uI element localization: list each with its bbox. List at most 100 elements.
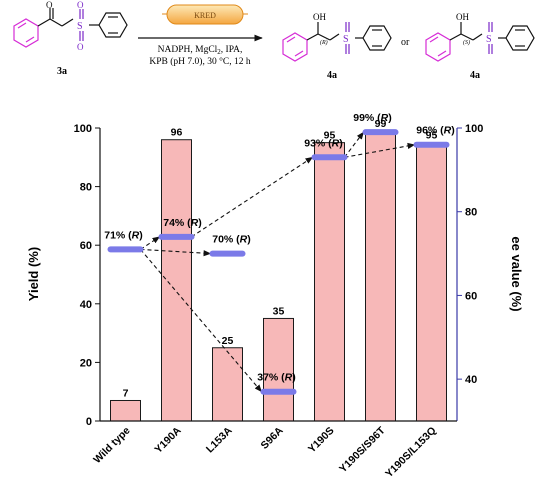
kred-label: KRED: [194, 11, 216, 20]
ee-label-value: 74% (: [163, 217, 191, 229]
product-s-stereo: (S): [463, 39, 470, 46]
kred-enzyme-badge: KRED: [162, 4, 248, 25]
x-tick-label: Wild type: [91, 425, 133, 467]
bar: [314, 142, 345, 422]
bar-value-label: 95: [426, 130, 438, 142]
bar-value-label: 95: [324, 130, 336, 142]
bar: [416, 142, 447, 422]
bar: [365, 130, 396, 422]
ee-label-close: ): [198, 217, 202, 229]
ee-label-value: 70% (: [212, 234, 240, 246]
bar-labels-layer: 7 96 25 35 95 99 95: [123, 118, 438, 400]
sulfone-o-top: O: [77, 0, 84, 10]
ee-label-close: ): [247, 234, 251, 246]
right-tick-label: 60: [465, 290, 477, 302]
bars-layer: [110, 130, 447, 422]
sulfone-o-bottom: O: [77, 42, 84, 52]
conditions-tail: , IPA,: [221, 45, 243, 55]
sulfone-s: S: [77, 21, 83, 32]
bar-value-label: 35: [273, 305, 285, 317]
bar-value-label: 99: [375, 118, 387, 130]
ee-value-label: 74% (R): [163, 217, 202, 229]
ee-value-label: 99% (R): [353, 112, 392, 124]
bar: [263, 317, 294, 422]
ee-label-config: R: [332, 137, 340, 149]
product-r-structure: [282, 22, 392, 62]
ee-markers-layer: [107, 129, 450, 395]
x-tick-label: Y190A: [152, 424, 183, 455]
or-text: or: [401, 37, 410, 48]
bar-value-label: 7: [123, 387, 129, 399]
left-tick-label: 60: [80, 240, 92, 252]
ee-trend-arrow: [344, 131, 364, 158]
x-tick-label: Y190S: [306, 425, 337, 456]
conditions-line-2: KPB (pH 7.0), 30 °C, 12 h: [149, 56, 250, 67]
product-r-oh: OH: [313, 12, 326, 22]
bar-value-label: 96: [171, 127, 183, 139]
ee-label-close: ): [339, 137, 343, 149]
ee-label-value: 99% (: [353, 112, 381, 124]
x-tick-label: L153A: [204, 424, 235, 455]
ee-value-label: 93% (R): [304, 137, 343, 149]
ee-label-value: 93% (: [304, 137, 332, 149]
ee-label-close: ): [388, 112, 392, 124]
y-axis-title: Yield (%): [26, 247, 41, 301]
product-s-oh: OH: [456, 12, 469, 22]
right-tick-label: 80: [465, 207, 477, 219]
right-tick-label: 40: [465, 374, 477, 386]
right-axis-ticks: 40 60 80 100: [457, 123, 483, 386]
product-s-s: S: [486, 34, 492, 45]
ee-label-value: 71% (: [104, 229, 132, 241]
conditions-subscript: 2: [217, 48, 221, 56]
bar-value-label: 25: [222, 335, 234, 347]
ee-trend-arrows: [140, 131, 416, 393]
bar: [212, 347, 243, 422]
ee-label-config: R: [132, 229, 140, 241]
reactant-label: 3a: [57, 66, 67, 77]
ee-label-config: R: [240, 234, 248, 246]
carbonyl-o: O: [46, 0, 53, 10]
ee-value-label: 37% (R): [257, 372, 296, 384]
product-s-label: 4a: [470, 70, 480, 81]
right-axis-title: ee value (%): [509, 236, 524, 311]
ee-trend-arrow: [344, 142, 416, 158]
left-tick-label: 100: [74, 123, 92, 135]
conditions-line-1: NADPH, MgCl2, IPA,: [158, 45, 243, 56]
ee-label-config: R: [285, 372, 293, 384]
x-tick-label: Y190S/S96T: [337, 424, 388, 475]
ee-label-close: ): [451, 125, 455, 137]
left-tick-label: 40: [80, 299, 92, 311]
ee-label-config: R: [381, 112, 389, 124]
left-axis-ticks: 0 20 40 60 80 100: [74, 123, 100, 428]
product-r-label: 4a: [327, 70, 337, 81]
product-s-structure: [425, 22, 535, 62]
bar: [161, 139, 192, 422]
left-tick-label: 0: [86, 416, 92, 428]
ee-trend-arrow: [140, 236, 161, 250]
left-tick-label: 20: [80, 357, 92, 369]
ee-labels-layer: 71% (R)74% (R)70% (R)37% (R)93% (R)99% (…: [104, 112, 455, 384]
ee-label-value: 37% (: [257, 372, 285, 384]
x-tick-label: Y190S/L153Q: [383, 425, 439, 481]
ee-value-label: 70% (R): [212, 234, 251, 246]
reaction-scheme: O S O O 3a KRED NADPH, MgCl2, IPA, KPB (…: [13, 0, 535, 81]
right-tick-label: 100: [465, 123, 483, 135]
left-tick-label: 80: [80, 182, 92, 194]
ee-value-label: 71% (R): [104, 229, 143, 241]
product-r-s: S: [343, 34, 349, 45]
ee-label-close: ): [292, 372, 296, 384]
ee-trend-arrow: [191, 156, 314, 238]
ee-trend-arrow: [140, 249, 262, 393]
bar: [110, 399, 141, 422]
ee-label-config: R: [191, 217, 199, 229]
product-r-stereo: (R): [320, 39, 328, 46]
x-axis-tick-labels: Wild type Y190A L153A S96A Y190S Y190S/S96TY1…: [91, 424, 438, 480]
ee-label-config: R: [444, 125, 452, 137]
ee-label-value: 96% (: [416, 125, 444, 137]
reactant-structure: [13, 8, 128, 48]
x-tick-label: S96A: [259, 424, 286, 451]
ee-label-close: ): [139, 229, 143, 241]
conditions-main: NADPH, MgCl: [158, 45, 218, 55]
